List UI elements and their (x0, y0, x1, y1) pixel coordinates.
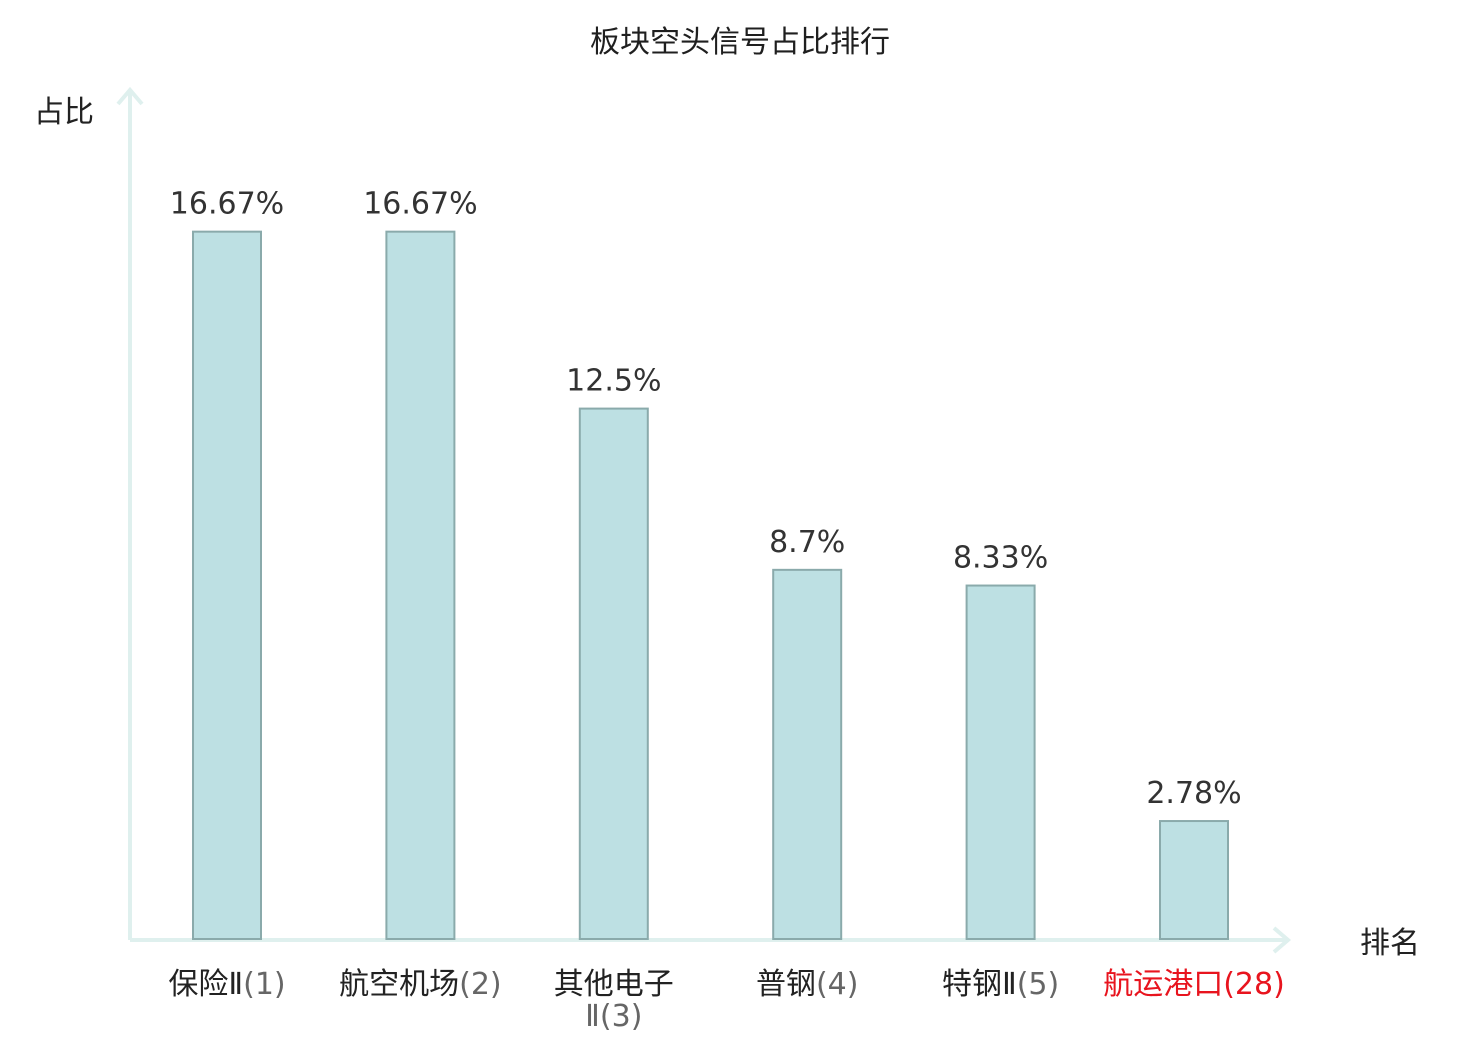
data-label: 12.5% (566, 364, 661, 399)
data-label: 16.67% (363, 187, 477, 222)
bar (385, 230, 456, 940)
data-label: 8.33% (953, 541, 1048, 576)
category-name: 普钢 (756, 967, 816, 1002)
chart-title: 板块空头信号占比排行 (590, 25, 890, 60)
x-tick-label: 保险Ⅱ(1) (168, 967, 285, 1002)
bar (772, 568, 843, 940)
x-tick-label-line1: 其他电子 (554, 967, 674, 1002)
bar (578, 407, 649, 940)
category-rank: (2) (459, 967, 502, 1002)
category-rank: (5) (1017, 967, 1060, 1002)
data-label: 16.67% (170, 187, 284, 222)
category-name: 特钢Ⅱ (942, 967, 1017, 1002)
y-axis (116, 86, 144, 940)
x-tick-label-line2: Ⅱ(3) (585, 999, 642, 1034)
x-tick-label: 特钢Ⅱ(5) (942, 967, 1059, 1002)
category-name: 保险Ⅱ (168, 967, 243, 1002)
data-label: 8.7% (769, 525, 845, 560)
category-name: 航运港口 (1103, 967, 1223, 1002)
category-rank: (1) (243, 967, 286, 1002)
x-axis-arrow-icon (1272, 926, 1292, 954)
category-name: 其他电子 (554, 967, 674, 1002)
x-tick-label-text: 保险Ⅱ(1) (168, 967, 285, 1002)
bar (965, 584, 1036, 940)
x-axis-label: 排名 (1360, 926, 1420, 961)
data-label: 2.78% (1146, 776, 1241, 811)
x-tick-label: 航运港口(28) (1103, 967, 1285, 1002)
category-rank: (3) (600, 999, 643, 1034)
x-tick-label-text: 普钢(4) (756, 967, 859, 1002)
x-tick-label-text: 特钢Ⅱ(5) (942, 967, 1059, 1002)
value-labels: 16.67% 16.67% 12.5% 8.7% 8.33% 2.78% (170, 187, 1242, 811)
x-tick-label: 普钢(4) (756, 967, 859, 1002)
bar-series (192, 230, 1229, 941)
category-name-cont: Ⅱ (585, 999, 600, 1034)
bar (1159, 820, 1229, 941)
category-rank: (28) (1223, 967, 1285, 1002)
category-name: 航空机场 (339, 967, 459, 1002)
category-rank: (4) (816, 967, 859, 1002)
y-axis-arrow-icon (116, 86, 144, 106)
y-axis-label: 占比 (34, 95, 94, 130)
x-tick-label-text: 航运港口(28) (1103, 967, 1285, 1002)
x-axis (130, 926, 1292, 954)
bar (192, 230, 262, 940)
x-tick-label: 航空机场(2) (339, 967, 502, 1002)
x-tick-label-text: 航空机场(2) (339, 967, 502, 1002)
